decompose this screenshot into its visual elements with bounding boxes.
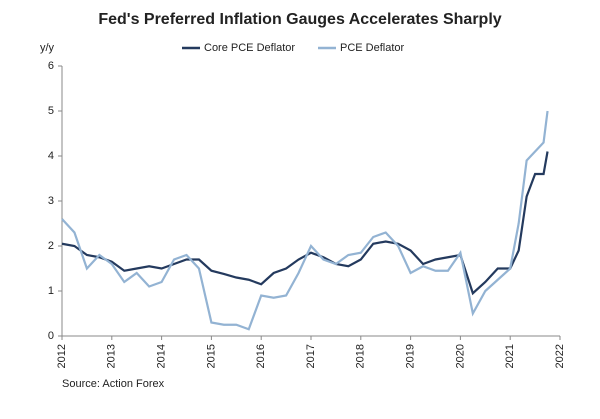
x-tick-label: 2020 <box>454 344 466 368</box>
x-tick-label: 2012 <box>56 344 68 368</box>
y-axis-label: y/y <box>40 42 55 54</box>
y-tick-label: 2 <box>48 240 54 252</box>
legend-label: Core PCE Deflator <box>204 42 295 54</box>
x-tick-label: 2022 <box>554 344 566 368</box>
y-tick-label: 3 <box>48 195 54 207</box>
x-tick-label: 2014 <box>156 344 168 368</box>
legend-label: PCE Deflator <box>340 42 405 54</box>
x-tick-label: 2018 <box>355 344 367 368</box>
source: Source: Action Forex <box>62 378 165 390</box>
x-tick-label: 2013 <box>106 344 118 368</box>
y-tick-label: 4 <box>48 150 54 162</box>
x-tick-label: 2021 <box>504 344 516 368</box>
y-tick-label: 0 <box>48 330 54 342</box>
series-line <box>61 110 549 331</box>
chart-title: Fed's Preferred Inflation Gauges Acceler… <box>98 11 501 28</box>
x-tick-label: 2017 <box>305 344 317 368</box>
y-tick-label: 5 <box>48 105 54 117</box>
x-tick-label: 2015 <box>205 344 217 368</box>
y-tick-label: 6 <box>48 60 54 72</box>
y-tick-label: 1 <box>48 285 54 297</box>
x-tick-label: 2019 <box>405 344 417 368</box>
series-line <box>61 151 549 296</box>
x-tick-label: 2016 <box>255 344 267 368</box>
